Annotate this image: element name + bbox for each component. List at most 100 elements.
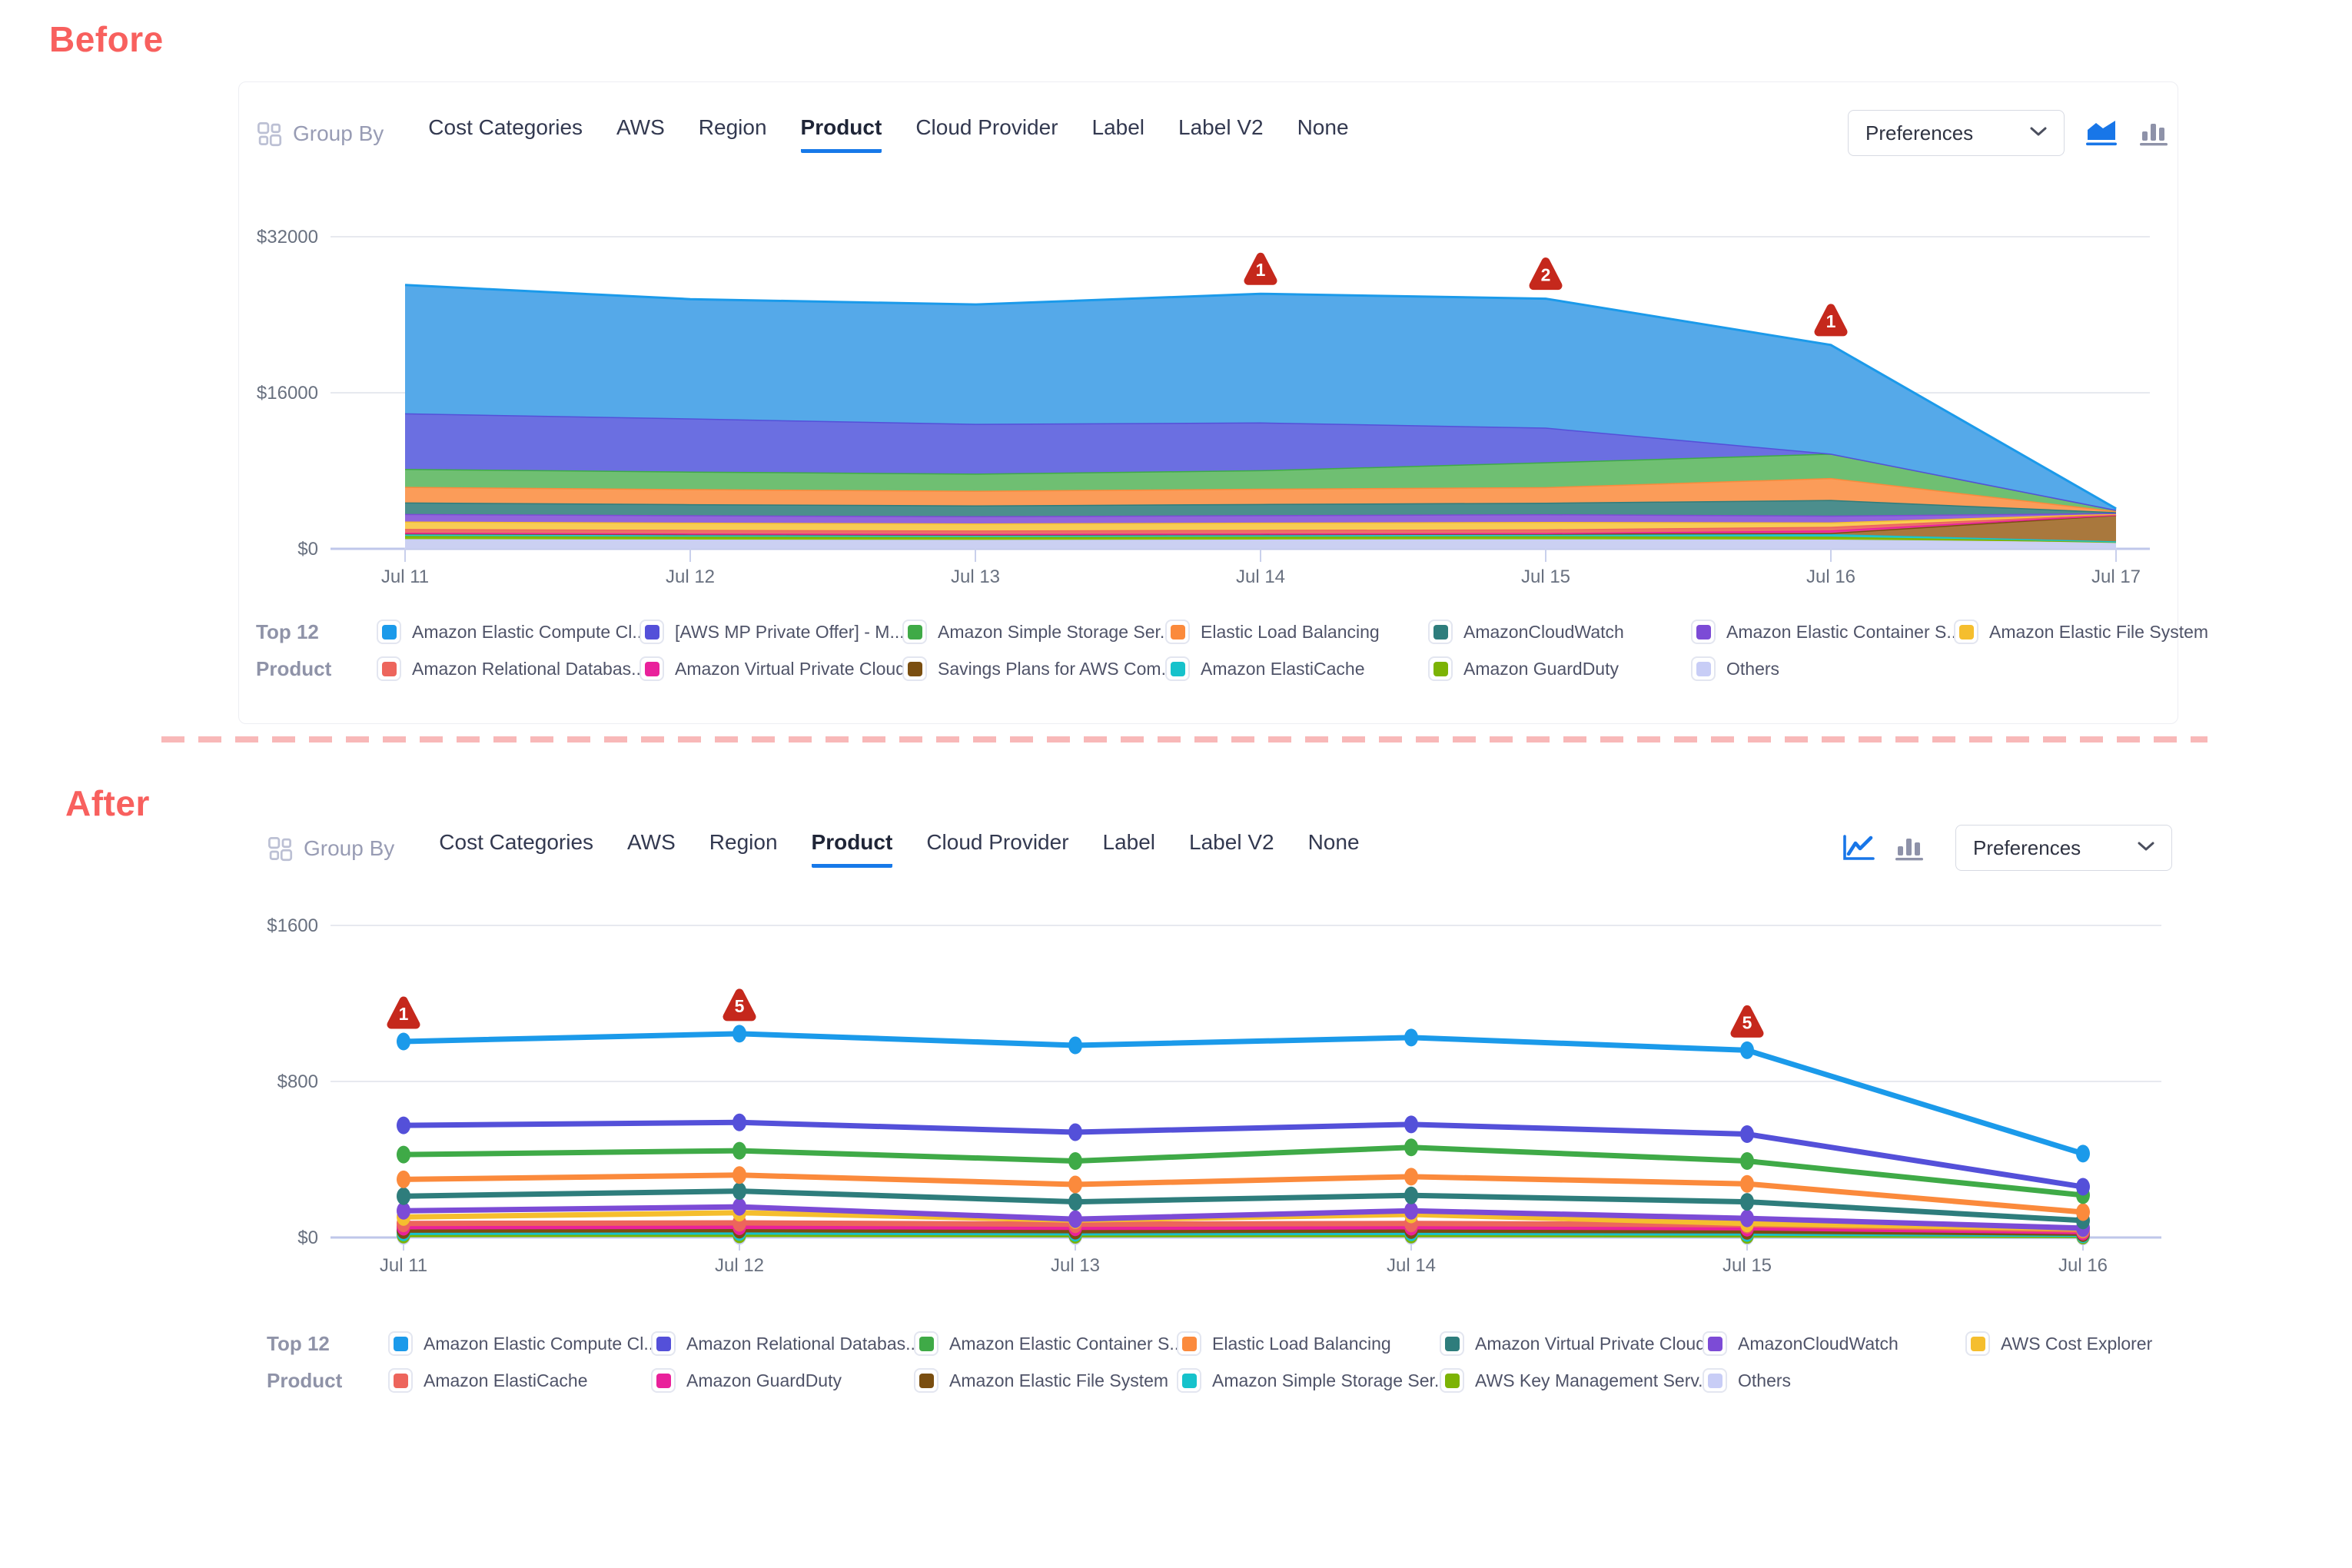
preferences-dropdown[interactable]: Preferences bbox=[1955, 825, 2172, 871]
legend-item-amazon-guardduty[interactable]: Amazon GuardDuty bbox=[1428, 656, 1691, 681]
tab-cloud-provider[interactable]: Cloud Provider bbox=[926, 829, 1069, 854]
legend-item-others[interactable]: Others bbox=[1703, 1368, 1965, 1393]
tab-aws[interactable]: AWS bbox=[627, 829, 676, 854]
area-chart-toggle-icon[interactable] bbox=[2085, 118, 2118, 148]
tab-label-v2[interactable]: Label V2 bbox=[1178, 115, 1264, 139]
x-axis-tick-label: Jul 11 bbox=[380, 1255, 427, 1276]
legend-item-amazon-elastic-compute-cl[interactable]: Amazon Elastic Compute Cl... bbox=[388, 1331, 659, 1356]
group-by: Group By bbox=[267, 835, 394, 862]
legend-title-line2: Product bbox=[267, 1369, 343, 1392]
tab-cloud-provider[interactable]: Cloud Provider bbox=[915, 115, 1058, 139]
tab-none[interactable]: None bbox=[1307, 829, 1360, 854]
data-point[interactable] bbox=[733, 1166, 746, 1184]
tab-label[interactable]: Label bbox=[1091, 115, 1145, 139]
data-point[interactable] bbox=[733, 1141, 746, 1160]
data-point[interactable] bbox=[1404, 1138, 1418, 1157]
legend-item-amazon-relational-databas[interactable]: Amazon Relational Databas... bbox=[651, 1331, 920, 1356]
y-axis-tick-label: $0 bbox=[297, 1227, 318, 1248]
y-axis-tick-label: $800 bbox=[277, 1071, 318, 1092]
legend-item-amazon-elastic-container-s[interactable]: Amazon Elastic Container S... bbox=[914, 1331, 1184, 1356]
warning-marker[interactable]: 5 bbox=[723, 988, 756, 1022]
data-point[interactable] bbox=[397, 1116, 410, 1134]
tab-cost-categories[interactable]: Cost Categories bbox=[439, 829, 594, 854]
data-point[interactable] bbox=[1068, 1175, 1082, 1194]
tab-region[interactable]: Region bbox=[698, 115, 767, 139]
tab-none[interactable]: None bbox=[1297, 115, 1349, 139]
legend-item-aws-key-management-serv[interactable]: AWS Key Management Serv... bbox=[1440, 1368, 1713, 1393]
preferences-dropdown[interactable]: Preferences bbox=[1848, 110, 2065, 156]
line-chart-toggle-icon[interactable] bbox=[1842, 832, 1875, 863]
legend-swatch bbox=[1703, 1331, 1727, 1356]
legend-item-amazon-elastic-container-s[interactable]: Amazon Elastic Container S... bbox=[1691, 620, 1962, 644]
warning-marker[interactable]: 1 bbox=[387, 996, 420, 1029]
tab-label[interactable]: Label bbox=[1102, 829, 1156, 854]
data-point[interactable] bbox=[733, 1198, 746, 1216]
data-point[interactable] bbox=[1740, 1152, 1754, 1171]
data-point[interactable] bbox=[1404, 1115, 1418, 1134]
legend-item-amazon-simple-storage-ser[interactable]: Amazon Simple Storage Ser... bbox=[902, 620, 1174, 644]
legend-item-amazon-elastic-file-system[interactable]: Amazon Elastic File System bbox=[1954, 620, 2217, 644]
warning-marker[interactable]: 2 bbox=[1529, 257, 1563, 291]
legend-item-amazon-virtual-private-cloud[interactable]: Amazon Virtual Private Cloud bbox=[639, 656, 905, 681]
tab-cost-categories[interactable]: Cost Categories bbox=[428, 115, 583, 139]
group-by-label: Group By bbox=[304, 836, 395, 860]
data-point[interactable] bbox=[397, 1201, 410, 1220]
data-point[interactable] bbox=[1740, 1193, 1754, 1211]
legend-item-amazon-simple-storage-ser[interactable]: Amazon Simple Storage Ser... bbox=[1177, 1368, 1449, 1393]
legend-label: AmazonCloudWatch bbox=[1463, 621, 1624, 642]
legend-item-savings-plans-for-aws-com[interactable]: Savings Plans for AWS Com... bbox=[902, 656, 1176, 681]
data-point[interactable] bbox=[1740, 1174, 1754, 1193]
data-point[interactable] bbox=[397, 1032, 410, 1051]
data-point[interactable] bbox=[397, 1170, 410, 1188]
legend-item-amazon-elastic-compute-cl[interactable]: Amazon Elastic Compute Cl... bbox=[377, 620, 647, 644]
tab-aws[interactable]: AWS bbox=[616, 115, 665, 139]
data-point[interactable] bbox=[1740, 1041, 1754, 1059]
data-point[interactable] bbox=[2076, 1203, 2090, 1221]
warning-marker[interactable]: 1 bbox=[1244, 252, 1277, 285]
legend-item-amazon-elasticache[interactable]: Amazon ElastiCache bbox=[1165, 656, 1428, 681]
bar-chart-toggle-icon[interactable] bbox=[1894, 832, 1925, 863]
legend-item-amazoncloudwatch[interactable]: AmazonCloudWatch bbox=[1703, 1331, 1965, 1356]
data-point[interactable] bbox=[1068, 1036, 1082, 1055]
data-point[interactable] bbox=[1404, 1186, 1418, 1204]
warning-marker[interactable]: 1 bbox=[1814, 304, 1848, 337]
bar-chart-toggle-icon[interactable] bbox=[2138, 118, 2169, 148]
legend-item-elastic-load-balancing[interactable]: Elastic Load Balancing bbox=[1177, 1331, 1440, 1356]
legend-item-others[interactable]: Others bbox=[1691, 656, 1954, 681]
data-point[interactable] bbox=[397, 1187, 410, 1205]
tab-product[interactable]: Product bbox=[800, 115, 882, 153]
data-point[interactable] bbox=[1404, 1201, 1418, 1220]
legend-item-amazoncloudwatch[interactable]: AmazonCloudWatch bbox=[1428, 620, 1691, 644]
data-point[interactable] bbox=[1404, 1168, 1418, 1186]
data-point[interactable] bbox=[1740, 1209, 1754, 1227]
data-point[interactable] bbox=[1404, 1028, 1418, 1047]
legend-label: Amazon Elastic Container S... bbox=[949, 1333, 1184, 1354]
legend-item-amazon-elastic-file-system[interactable]: Amazon Elastic File System bbox=[914, 1368, 1177, 1393]
after-toolbar: Group By Cost Categories AWS Region Product… bbox=[267, 821, 1360, 876]
data-point[interactable] bbox=[1068, 1210, 1082, 1228]
data-point[interactable] bbox=[2076, 1144, 2090, 1163]
legend-item-aws-cost-explorer[interactable]: AWS Cost Explorer bbox=[1965, 1331, 2228, 1356]
legend-item-aws-mp-private-offer-m[interactable]: [AWS MP Private Offer] - M... bbox=[639, 620, 905, 644]
legend-item-amazon-relational-databas[interactable]: Amazon Relational Databas... bbox=[377, 656, 646, 681]
data-point[interactable] bbox=[1740, 1125, 1754, 1144]
data-point[interactable] bbox=[733, 1113, 746, 1131]
data-point[interactable] bbox=[397, 1145, 410, 1164]
tab-label-v2[interactable]: Label V2 bbox=[1189, 829, 1274, 854]
data-point[interactable] bbox=[733, 1182, 746, 1201]
legend-label: Amazon Elastic Compute Cl... bbox=[424, 1333, 659, 1354]
tab-product[interactable]: Product bbox=[811, 830, 893, 868]
data-point[interactable] bbox=[1068, 1123, 1082, 1141]
data-point[interactable] bbox=[1068, 1152, 1082, 1171]
legend-item-amazon-guardduty[interactable]: Amazon GuardDuty bbox=[651, 1368, 914, 1393]
legend-item-elastic-load-balancing[interactable]: Elastic Load Balancing bbox=[1165, 620, 1428, 644]
legend-item-amazon-virtual-private-cloud[interactable]: Amazon Virtual Private Cloud bbox=[1440, 1331, 1706, 1356]
legend-item-amazon-elasticache[interactable]: Amazon ElastiCache bbox=[388, 1368, 651, 1393]
data-point[interactable] bbox=[2076, 1178, 2090, 1196]
data-point[interactable] bbox=[733, 1025, 746, 1043]
data-point[interactable] bbox=[1068, 1193, 1082, 1211]
tab-region[interactable]: Region bbox=[709, 829, 778, 854]
warning-marker[interactable]: 5 bbox=[1730, 1005, 1764, 1038]
